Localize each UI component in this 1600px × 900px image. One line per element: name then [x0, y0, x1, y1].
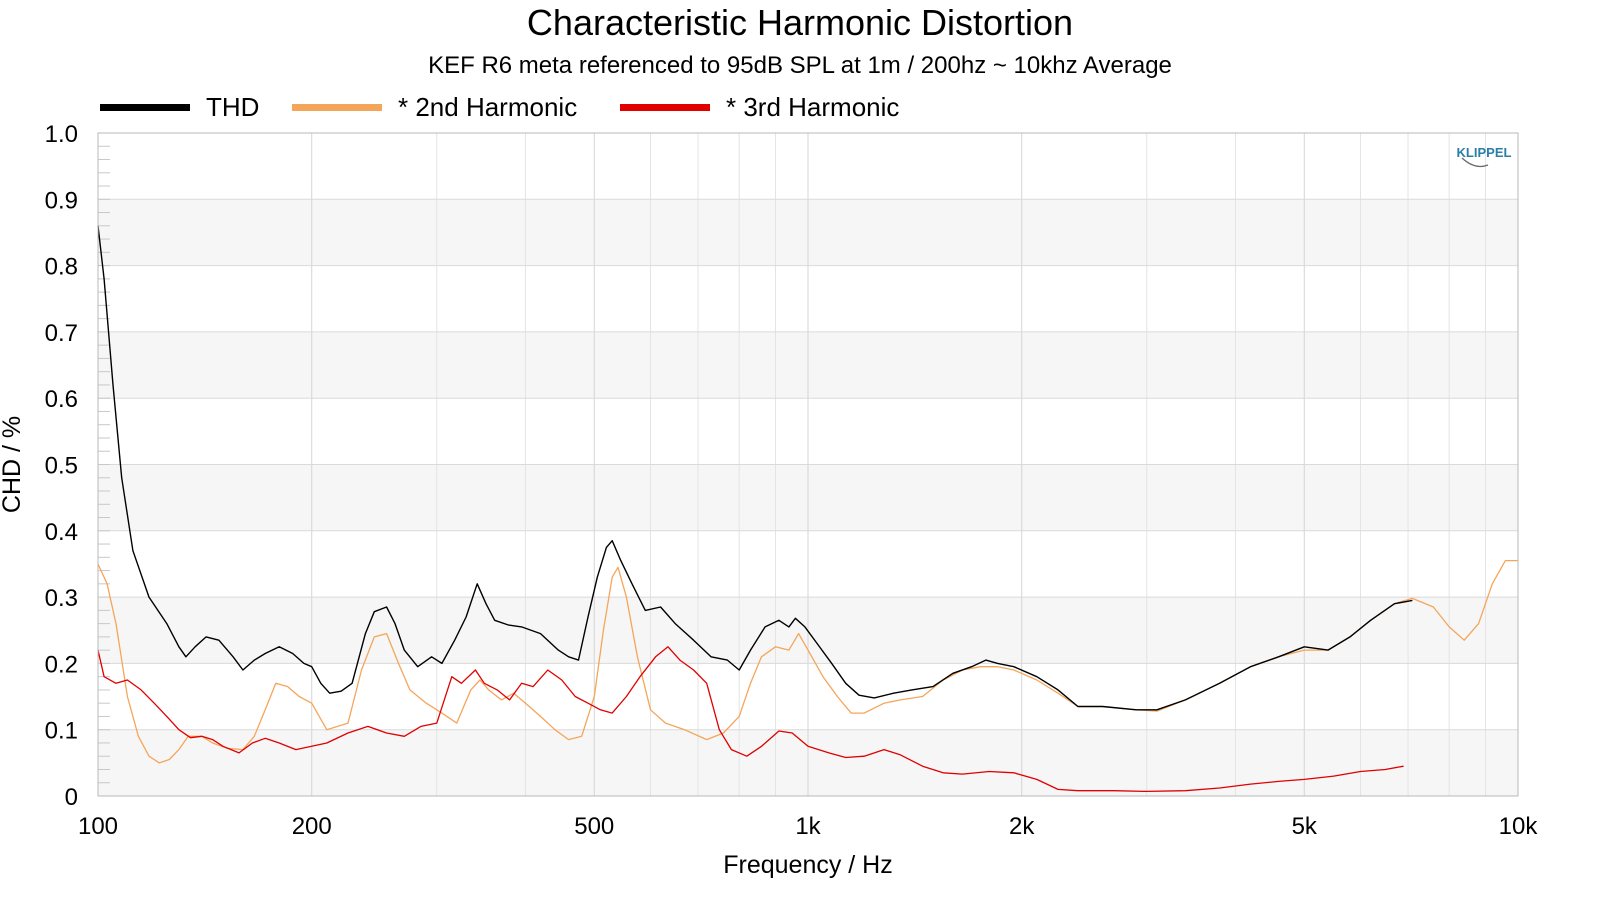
- y-tick-label: 0: [65, 784, 78, 811]
- legend-swatch-2nd-harmonic: [292, 104, 382, 111]
- plot-frame: [97, 132, 1519, 797]
- chart-subtitle: KEF R6 meta referenced to 95dB SPL at 1m…: [428, 52, 1172, 79]
- series-lines: [97, 225, 1518, 793]
- klippel-logo: KLIPPEL: [1457, 145, 1512, 168]
- legend-label-3rd-harmonic: * 3rd Harmonic: [726, 92, 900, 122]
- series-line-3rd-harmonic: [97, 646, 1404, 793]
- x-tick-labels: 100 200 500 1k 2k 5k 10k: [78, 813, 1538, 840]
- klippel-logo-text: KLIPPEL: [1457, 145, 1512, 160]
- y-tick-label: 0.9: [45, 187, 78, 214]
- legend-label-2nd-harmonic: * 2nd Harmonic: [398, 92, 578, 122]
- legend-swatch-thd: [100, 104, 190, 111]
- y-tick-labels: 0 0.1 0.2 0.3 0.4 0.5 0.6 0.7 0.8 0.9 1.0: [45, 121, 78, 811]
- y-tick-label: 0.1: [45, 718, 78, 745]
- legend-label-thd: THD: [206, 92, 260, 122]
- x-tick-label: 100: [78, 813, 118, 840]
- y-tick-label: 0.2: [45, 651, 78, 678]
- y-tick-label: 0.5: [45, 453, 78, 480]
- x-tick-label: 1k: [795, 813, 821, 840]
- chart-title: Characteristic Harmonic Distortion: [526, 2, 1074, 43]
- y-minor-ticks: [98, 145, 110, 784]
- y-tick-label: 0.6: [45, 386, 78, 413]
- x-tick-label: 500: [574, 813, 614, 840]
- legend-swatch-3rd-harmonic: [620, 104, 710, 111]
- x-axis-label: Frequency / Hz: [723, 851, 893, 879]
- x-tick-label: 5k: [1292, 813, 1318, 840]
- klippel-logo-arc: [1461, 157, 1489, 168]
- x-tick-label: 10k: [1499, 813, 1539, 840]
- x-tick-label: 200: [292, 813, 332, 840]
- y-tick-label: 0.3: [45, 585, 78, 612]
- y-tick-label: 0.7: [45, 320, 78, 347]
- grid-lines: [98, 133, 1518, 796]
- y-tick-label: 1.0: [45, 121, 78, 148]
- series-line-thd: [97, 225, 1413, 711]
- x-tick-label: 2k: [1009, 813, 1035, 840]
- y-tick-label: 0.8: [45, 254, 78, 281]
- y-axis-label: CHD / %: [0, 416, 26, 513]
- y-tick-label: 0.4: [45, 519, 78, 546]
